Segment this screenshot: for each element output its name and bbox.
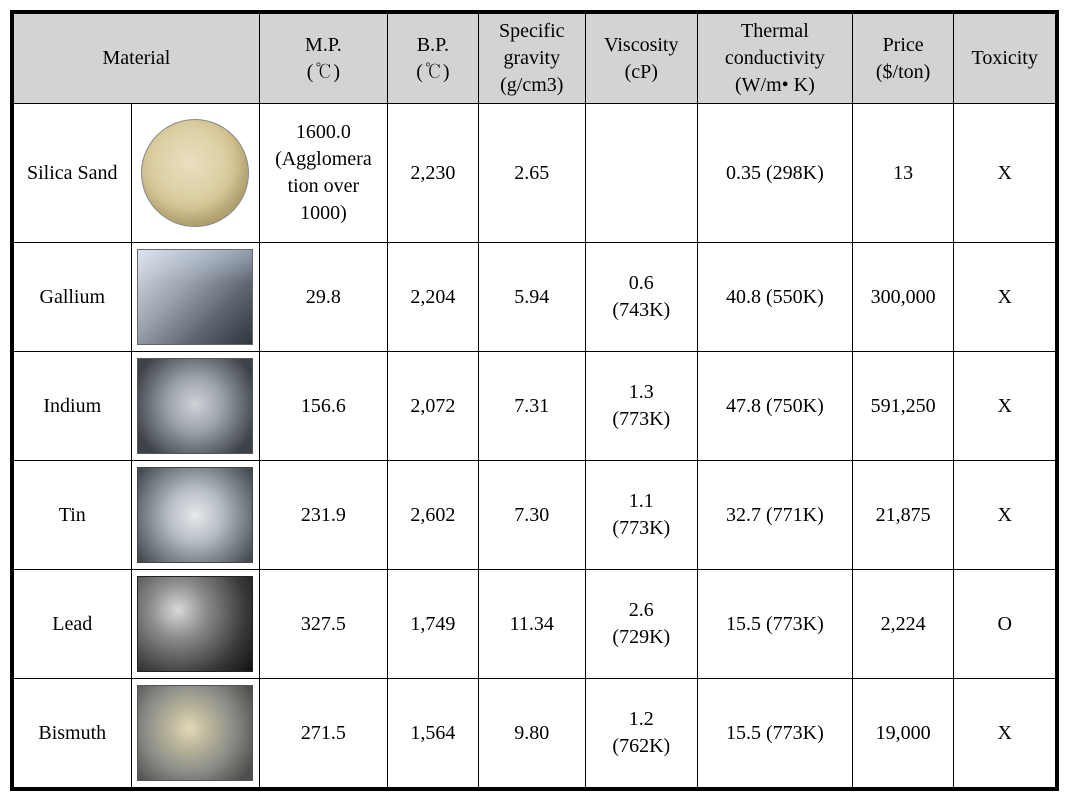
materials-table-wrapper: Material M.P.(℃) B.P.(℃) Specificgravity… bbox=[10, 10, 1059, 791]
cell-price: 300,000 bbox=[852, 243, 954, 352]
cell-sg: 2.65 bbox=[478, 104, 585, 243]
cell-tox: X bbox=[954, 679, 1056, 788]
cell-sg: 5.94 bbox=[478, 243, 585, 352]
cell-sg: 11.34 bbox=[478, 570, 585, 679]
cell-price: 21,875 bbox=[852, 461, 954, 570]
cell-tox: X bbox=[954, 461, 1056, 570]
cell-price: 2,224 bbox=[852, 570, 954, 679]
col-material: Material bbox=[14, 14, 260, 104]
material-image bbox=[131, 104, 259, 243]
cell-mp: 327.5 bbox=[259, 570, 387, 679]
cell-therm: 32.7 (771K) bbox=[697, 461, 852, 570]
col-tox: Toxicity bbox=[954, 14, 1056, 104]
cell-bp: 1,749 bbox=[388, 570, 479, 679]
cell-tox: X bbox=[954, 352, 1056, 461]
cell-tox: X bbox=[954, 243, 1056, 352]
cell-mp: 1600.0(Agglomeration over1000) bbox=[259, 104, 387, 243]
cell-visc: 1.2(762K) bbox=[585, 679, 697, 788]
col-sg: Specificgravity(g/cm3) bbox=[478, 14, 585, 104]
material-swatch-icon bbox=[137, 358, 253, 454]
cell-sg: 9.80 bbox=[478, 679, 585, 788]
material-name: Gallium bbox=[14, 243, 132, 352]
cell-tox: O bbox=[954, 570, 1056, 679]
material-image bbox=[131, 243, 259, 352]
table-row: Indium 156.62,0727.311.3(773K)47.8 (750K)… bbox=[14, 352, 1056, 461]
material-image bbox=[131, 679, 259, 788]
material-image bbox=[131, 352, 259, 461]
cell-therm: 15.5 (773K) bbox=[697, 570, 852, 679]
cell-bp: 1,564 bbox=[388, 679, 479, 788]
table-row: Bismuth 271.51,5649.801.2(762K)15.5 (773K… bbox=[14, 679, 1056, 788]
col-price: Price($/ton) bbox=[852, 14, 954, 104]
material-name: Indium bbox=[14, 352, 132, 461]
material-name: Lead bbox=[14, 570, 132, 679]
col-visc: Viscosity(cP) bbox=[585, 14, 697, 104]
cell-therm: 47.8 (750K) bbox=[697, 352, 852, 461]
col-bp: B.P.(℃) bbox=[388, 14, 479, 104]
material-swatch-icon bbox=[137, 576, 253, 672]
cell-visc: 2.6(729K) bbox=[585, 570, 697, 679]
cell-visc: 0.6(743K) bbox=[585, 243, 697, 352]
table-body: Silica Sand 1600.0(Agglomeration over1000… bbox=[14, 104, 1056, 788]
material-swatch-icon bbox=[137, 467, 253, 563]
cell-sg: 7.30 bbox=[478, 461, 585, 570]
cell-visc: 1.1(773K) bbox=[585, 461, 697, 570]
material-swatch-icon bbox=[137, 685, 253, 781]
cell-visc: 1.3(773K) bbox=[585, 352, 697, 461]
material-name: Tin bbox=[14, 461, 132, 570]
cell-mp: 231.9 bbox=[259, 461, 387, 570]
table-header-row: Material M.P.(℃) B.P.(℃) Specificgravity… bbox=[14, 14, 1056, 104]
cell-therm: 0.35 (298K) bbox=[697, 104, 852, 243]
material-image bbox=[131, 461, 259, 570]
table-row: Tin 231.92,6027.301.1(773K)32.7 (771K)21,… bbox=[14, 461, 1056, 570]
cell-price: 19,000 bbox=[852, 679, 954, 788]
cell-mp: 271.5 bbox=[259, 679, 387, 788]
cell-tox: X bbox=[954, 104, 1056, 243]
material-swatch-icon bbox=[141, 119, 249, 227]
cell-price: 591,250 bbox=[852, 352, 954, 461]
cell-bp: 2,602 bbox=[388, 461, 479, 570]
cell-mp: 156.6 bbox=[259, 352, 387, 461]
table-row: Silica Sand 1600.0(Agglomeration over1000… bbox=[14, 104, 1056, 243]
table-row: Gallium 29.82,2045.940.6(743K)40.8 (550K)… bbox=[14, 243, 1056, 352]
cell-bp: 2,204 bbox=[388, 243, 479, 352]
cell-therm: 40.8 (550K) bbox=[697, 243, 852, 352]
col-mp: M.P.(℃) bbox=[259, 14, 387, 104]
cell-bp: 2,230 bbox=[388, 104, 479, 243]
cell-visc bbox=[585, 104, 697, 243]
materials-table: Material M.P.(℃) B.P.(℃) Specificgravity… bbox=[13, 13, 1056, 788]
table-row: Lead 327.51,74911.342.6(729K)15.5 (773K)2… bbox=[14, 570, 1056, 679]
cell-bp: 2,072 bbox=[388, 352, 479, 461]
cell-sg: 7.31 bbox=[478, 352, 585, 461]
col-therm: Thermalconductivity(W/m• K) bbox=[697, 14, 852, 104]
material-image bbox=[131, 570, 259, 679]
cell-price: 13 bbox=[852, 104, 954, 243]
cell-therm: 15.5 (773K) bbox=[697, 679, 852, 788]
material-swatch-icon bbox=[137, 249, 253, 345]
cell-mp: 29.8 bbox=[259, 243, 387, 352]
material-name: Silica Sand bbox=[14, 104, 132, 243]
material-name: Bismuth bbox=[14, 679, 132, 788]
